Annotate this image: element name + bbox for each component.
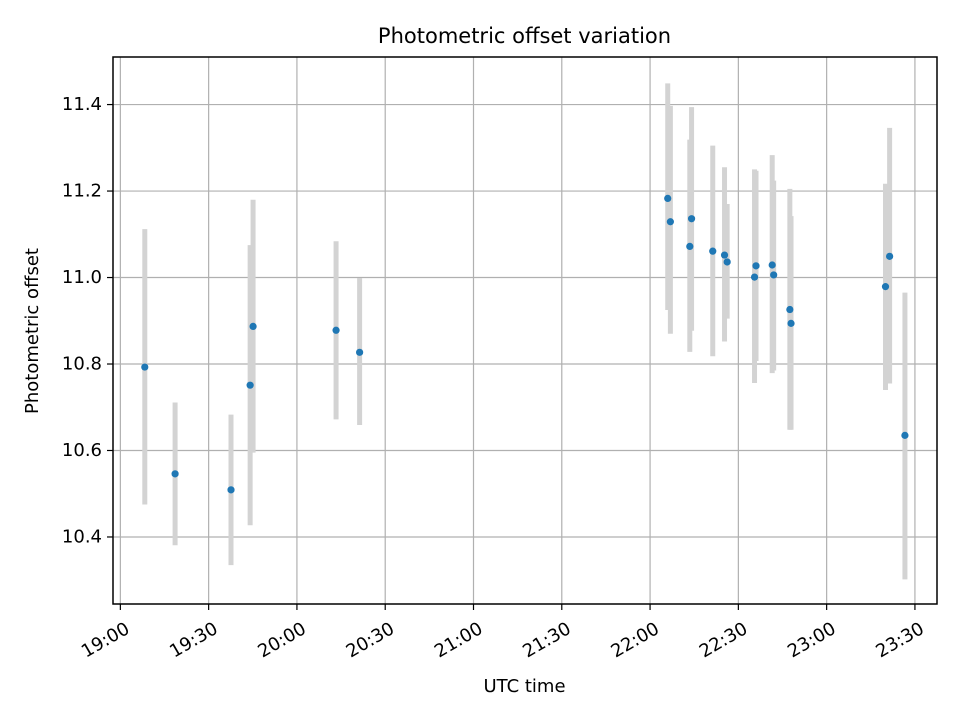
- data-point: [787, 319, 795, 327]
- data-point: [227, 486, 235, 494]
- y-tick-label: 10.6: [62, 440, 102, 461]
- data-point: [886, 252, 894, 260]
- y-axis-title: Photometric offset: [22, 248, 43, 414]
- x-tick-label: 19:30: [166, 618, 221, 662]
- chart-title: Photometric offset variation: [378, 24, 671, 48]
- data-point: [171, 470, 179, 478]
- x-axis: 19:00 19:30 20:00 20:30 21:00 21:30 22:00 22:30…: [78, 604, 928, 662]
- error-bars: [142, 83, 908, 580]
- x-tick-label: 23:30: [872, 618, 927, 662]
- data-point: [356, 348, 364, 356]
- x-tick-label: 23:00: [784, 618, 839, 662]
- y-tick-label: 11.2: [62, 181, 102, 202]
- data-point: [770, 271, 778, 279]
- data-point: [246, 381, 254, 389]
- x-tick-label: 22:00: [608, 618, 663, 662]
- x-axis-title: UTC time: [483, 676, 565, 697]
- data-point: [141, 363, 149, 371]
- data-point: [901, 431, 909, 439]
- x-tick-label: 21:30: [519, 618, 574, 662]
- data-point: [666, 218, 674, 226]
- data-point: [664, 194, 672, 202]
- data-point: [786, 305, 794, 314]
- data-point: [750, 273, 759, 281]
- x-tick-label: 22:30: [696, 618, 751, 662]
- grid: [113, 57, 937, 604]
- y-tick-label: 10.4: [62, 526, 102, 547]
- x-tick-label: 21:00: [431, 618, 486, 662]
- y-tick-label: 11.4: [62, 94, 102, 115]
- data-point: [723, 258, 731, 266]
- data-point: [720, 251, 729, 259]
- data-point: [332, 326, 340, 334]
- data-point: [768, 261, 776, 269]
- x-tick-label: 20:00: [254, 618, 309, 662]
- data-point: [686, 242, 694, 250]
- data-point: [881, 283, 890, 291]
- data-point: [687, 215, 696, 223]
- data-point: [709, 247, 717, 255]
- x-tick-label: 20:30: [343, 618, 398, 662]
- y-axis: 10.4 10.6 10.8 11.0 11.2 11.4: [62, 94, 113, 547]
- x-tick-label: 19:00: [78, 618, 133, 662]
- data-point: [249, 322, 257, 330]
- data-points: [141, 194, 909, 494]
- y-tick-label: 10.8: [62, 354, 102, 375]
- y-tick-label: 11.0: [62, 267, 102, 288]
- data-point: [752, 262, 760, 270]
- plot-area-frame: [112, 56, 938, 605]
